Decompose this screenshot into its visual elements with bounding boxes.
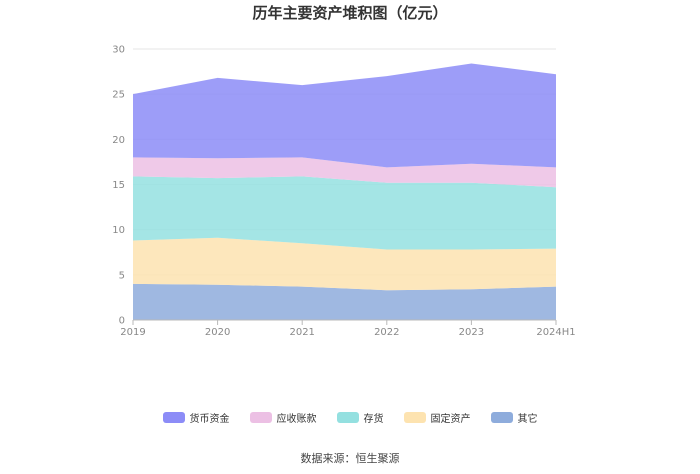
legend-item[interactable]: 存货 bbox=[336, 410, 384, 425]
legend-swatch bbox=[403, 412, 426, 423]
area-series bbox=[133, 237, 556, 291]
y-tick-label: 30 bbox=[112, 45, 125, 56]
legend-label: 存货 bbox=[363, 414, 384, 425]
y-tick-label: 20 bbox=[112, 135, 125, 146]
data-source: 数据来源：恒生聚源 bbox=[300, 452, 400, 465]
y-tick-label: 15 bbox=[112, 180, 125, 191]
x-tick-label: 2019 bbox=[120, 327, 145, 338]
x-tick-label: 2021 bbox=[289, 327, 314, 338]
area-series bbox=[133, 176, 556, 250]
x-tick-label: 2022 bbox=[374, 327, 399, 338]
x-tick-label: 2023 bbox=[459, 327, 484, 338]
legend-item[interactable]: 固定资产 bbox=[403, 410, 471, 425]
legend-label: 应收账款 bbox=[276, 414, 317, 425]
y-tick-label: 25 bbox=[112, 90, 125, 101]
y-tick-label: 0 bbox=[119, 316, 125, 327]
x-tick-label: 2024H1 bbox=[536, 327, 575, 338]
area-series bbox=[133, 283, 556, 320]
legend-swatch bbox=[162, 412, 185, 423]
legend-item[interactable]: 货币资金 bbox=[162, 410, 230, 425]
y-tick-label: 5 bbox=[119, 270, 125, 281]
y-tick-label: 10 bbox=[112, 225, 125, 236]
area-series bbox=[133, 63, 556, 168]
legend-swatch bbox=[249, 412, 272, 423]
legend-label: 固定资产 bbox=[430, 414, 471, 425]
chart-title: 历年主要资产堆积图（亿元） bbox=[252, 4, 448, 22]
chart-legend: 货币资金 应收账款 存货 固定资产 其它 bbox=[0, 410, 700, 425]
area-series bbox=[133, 157, 556, 188]
legend-item[interactable]: 其它 bbox=[490, 410, 538, 425]
x-tick-label: 2020 bbox=[205, 327, 230, 338]
legend-item[interactable]: 应收账款 bbox=[249, 410, 317, 425]
legend-swatch bbox=[490, 412, 513, 423]
legend-label: 货币资金 bbox=[189, 414, 230, 425]
legend-swatch bbox=[336, 412, 359, 423]
legend-label: 其它 bbox=[517, 414, 538, 425]
